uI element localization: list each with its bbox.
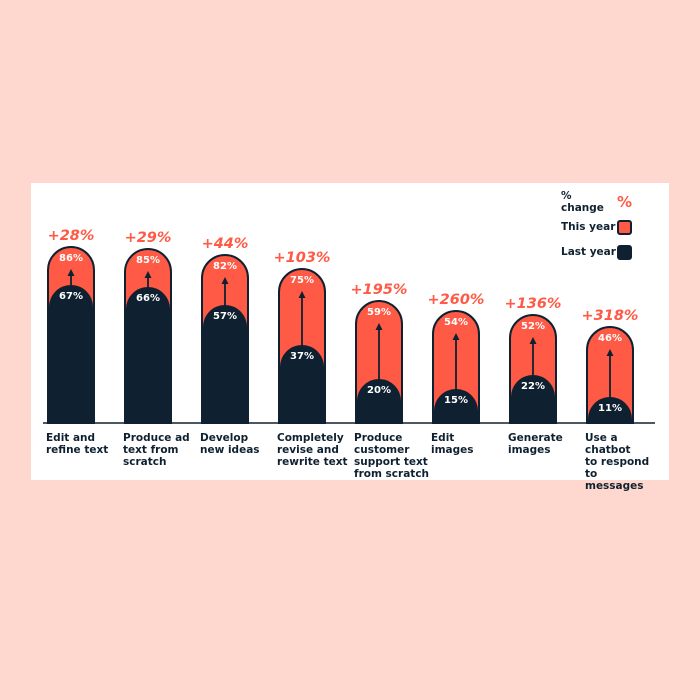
value-label-this-year: 75% [290,275,314,286]
change-arrowhead [375,323,383,330]
pct-change-label: +28% [48,228,95,244]
legend-last-year-label: Last year [561,246,616,258]
value-label-this-year: 54% [444,317,468,328]
change-arrowhead [144,271,152,278]
value-label-last-year: 22% [521,381,545,392]
change-arrowhead [606,349,614,356]
category-label: Produce ad text from scratch [123,432,190,468]
value-label-last-year: 15% [444,395,468,406]
category-label: Produce customer support text from scrat… [354,432,430,480]
legend-this-year-swatch [617,219,632,235]
bar-last-year [357,379,401,423]
legend-last-year-swatch [617,244,632,260]
change-arrowhead [529,337,537,344]
value-label-this-year: 52% [521,321,545,332]
category-label: Use a chatbot to respond to messages [585,432,650,492]
value-label-last-year: 37% [290,351,314,362]
chart-card: 86% 67% +28% 85% 66% +29% 82% 57% +44% 75% 37% +103… [31,183,669,492]
change-arrowhead [452,333,460,340]
change-arrowhead [221,277,229,284]
value-label-last-year: 67% [59,291,83,302]
category-label: Generate images [508,432,563,456]
value-label-this-year: 46% [598,333,622,344]
value-label-this-year: 82% [213,261,237,272]
legend-this-year: This year [561,217,632,237]
category-label: Develop new ideas [200,432,260,456]
pct-change-label: +103% [274,250,331,266]
pct-change-label: +44% [202,236,249,252]
legend-change-symbol: % [617,193,633,211]
category-label: Completely revise and rewrite text [277,432,348,468]
value-label-this-year: 59% [367,307,391,318]
bar-last-year [126,287,170,423]
category-label: Edit and refine text [46,432,109,456]
value-label-last-year: 20% [367,385,391,396]
value-label-this-year: 86% [59,253,83,264]
legend-last-year: Last year [561,242,632,262]
legend-this-year-label: This year [561,221,616,233]
legend-change: % change % [561,190,633,214]
bar-last-year [49,285,93,423]
change-arrowhead [67,269,75,276]
pct-change-label: +260% [428,292,485,308]
chart: 86% 67% +28% 85% 66% +29% 82% 57% +44% 75% 37% +103… [43,228,655,424]
bar-last-year [203,305,247,423]
value-label-last-year: 66% [136,293,160,304]
legend-change-label: % change [561,190,604,214]
change-arrowhead [298,291,306,298]
value-label-last-year: 57% [213,311,237,322]
category-label: Edit images [431,432,474,456]
value-label-this-year: 85% [136,255,160,266]
pct-change-label: +195% [351,282,408,298]
pct-change-label: +29% [125,230,172,246]
bar-last-year [280,345,324,423]
pct-change-label: +318% [582,308,639,324]
value-label-last-year: 11% [598,403,622,414]
bar-last-year [511,375,555,423]
pct-change-label: +136% [505,296,562,312]
